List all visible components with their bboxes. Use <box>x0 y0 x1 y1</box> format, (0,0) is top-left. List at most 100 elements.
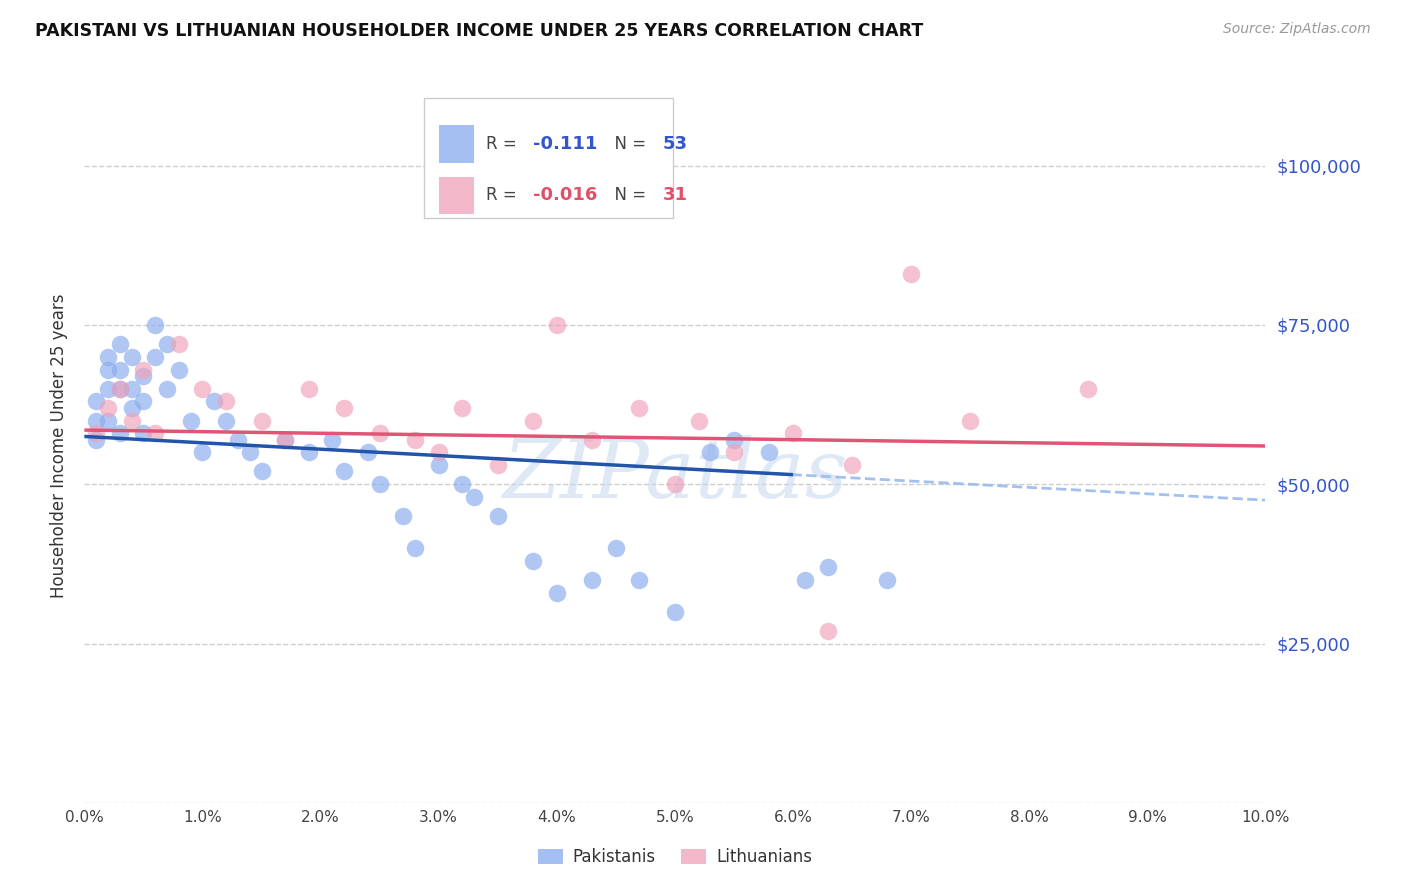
Point <box>688 413 710 427</box>
Point <box>758 445 780 459</box>
Point <box>876 573 898 587</box>
Point <box>84 433 107 447</box>
Bar <box>425 98 672 219</box>
Point <box>143 318 166 332</box>
Point <box>121 350 143 364</box>
Text: ZIPatlas: ZIPatlas <box>502 434 848 515</box>
Point <box>143 350 166 364</box>
Point <box>817 624 839 638</box>
Point <box>84 394 107 409</box>
Point <box>581 573 603 587</box>
Point <box>699 445 721 459</box>
Point <box>333 465 356 479</box>
Point <box>1077 382 1099 396</box>
Point <box>226 433 249 447</box>
Bar <box>439 126 474 162</box>
Point <box>132 426 155 441</box>
Text: R =: R = <box>486 186 522 204</box>
Point <box>522 554 544 568</box>
Point <box>121 401 143 415</box>
Bar <box>439 177 474 214</box>
Point <box>108 337 131 351</box>
Point <box>274 433 297 447</box>
Point <box>321 433 343 447</box>
Point <box>298 382 321 396</box>
Text: -0.016: -0.016 <box>533 186 598 204</box>
Point <box>723 433 745 447</box>
Point <box>132 394 155 409</box>
Point <box>581 433 603 447</box>
Point <box>841 458 863 472</box>
Text: N =: N = <box>605 135 651 153</box>
Point <box>522 413 544 427</box>
Point <box>121 413 143 427</box>
Point <box>274 433 297 447</box>
Point <box>132 362 155 376</box>
Point <box>298 445 321 459</box>
Point <box>723 445 745 459</box>
Point <box>404 541 426 555</box>
Point <box>427 445 450 459</box>
Y-axis label: Householder Income Under 25 years: Householder Income Under 25 years <box>51 293 69 599</box>
Point <box>97 382 120 396</box>
Point <box>180 413 202 427</box>
Point <box>546 318 568 332</box>
Point <box>202 394 225 409</box>
Text: -0.111: -0.111 <box>533 135 598 153</box>
Point <box>782 426 804 441</box>
Point <box>664 605 686 619</box>
Point <box>427 458 450 472</box>
Point <box>664 477 686 491</box>
Point <box>108 382 131 396</box>
Point <box>463 490 485 504</box>
Point <box>191 382 214 396</box>
Point <box>215 394 238 409</box>
Point <box>239 445 262 459</box>
Point <box>167 337 190 351</box>
Point <box>404 433 426 447</box>
Point <box>486 509 509 524</box>
Point <box>605 541 627 555</box>
Point <box>628 573 651 587</box>
Point <box>143 426 166 441</box>
Point <box>368 426 391 441</box>
Point <box>156 337 179 351</box>
Point <box>97 362 120 376</box>
Legend: Pakistanis, Lithuanians: Pakistanis, Lithuanians <box>538 847 811 866</box>
Point <box>108 426 131 441</box>
Point <box>97 350 120 364</box>
Point <box>546 585 568 599</box>
Point <box>215 413 238 427</box>
Point <box>84 413 107 427</box>
Point <box>250 465 273 479</box>
Point <box>628 401 651 415</box>
Point <box>486 458 509 472</box>
Point <box>368 477 391 491</box>
Point <box>132 368 155 383</box>
Point <box>167 362 190 376</box>
Point <box>900 267 922 281</box>
Point <box>250 413 273 427</box>
Point <box>97 401 120 415</box>
Point <box>392 509 415 524</box>
Text: PAKISTANI VS LITHUANIAN HOUSEHOLDER INCOME UNDER 25 YEARS CORRELATION CHART: PAKISTANI VS LITHUANIAN HOUSEHOLDER INCO… <box>35 22 924 40</box>
Text: N =: N = <box>605 186 651 204</box>
Point <box>191 445 214 459</box>
Point <box>108 362 131 376</box>
Point <box>959 413 981 427</box>
Point <box>97 413 120 427</box>
Point <box>333 401 356 415</box>
Text: R =: R = <box>486 135 522 153</box>
Point <box>451 477 474 491</box>
Point <box>84 426 107 441</box>
Point <box>121 382 143 396</box>
Point <box>108 382 131 396</box>
Point <box>817 560 839 574</box>
Text: 31: 31 <box>664 186 688 204</box>
Point <box>793 573 815 587</box>
Text: Source: ZipAtlas.com: Source: ZipAtlas.com <box>1223 22 1371 37</box>
Point <box>156 382 179 396</box>
Text: 53: 53 <box>664 135 688 153</box>
Point <box>451 401 474 415</box>
Point <box>357 445 380 459</box>
